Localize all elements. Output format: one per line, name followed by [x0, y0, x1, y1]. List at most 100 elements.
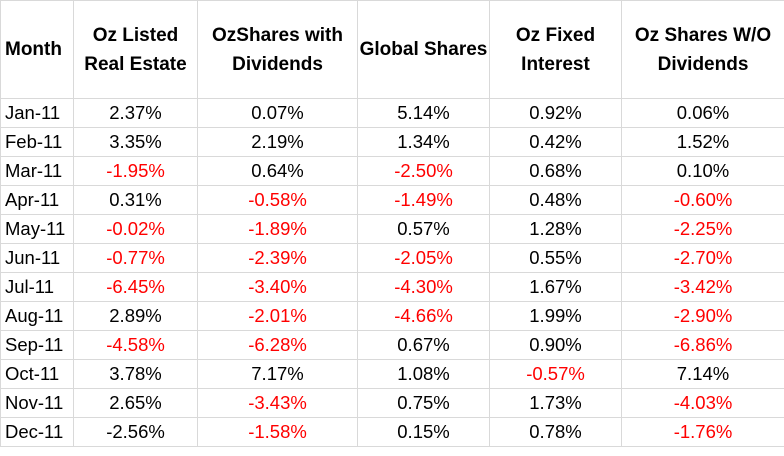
table-row: Sep-11 -4.58% -6.28% 0.67% 0.90% -6.86%	[0, 330, 784, 360]
value-cell[interactable]: 0.06%	[621, 98, 784, 128]
value-cell[interactable]: -6.28%	[197, 330, 358, 360]
table-row: Mar-11 -1.95% 0.64% -2.50% 0.68% 0.10%	[0, 156, 784, 186]
value-cell[interactable]: -3.43%	[197, 388, 358, 418]
table-row: Oct-11 3.78% 7.17% 1.08% -0.57% 7.14%	[0, 359, 784, 389]
header-text: Dividends	[657, 53, 749, 75]
value-cell[interactable]: 5.14%	[357, 98, 490, 128]
table-row: Nov-11 2.65% -3.43% 0.75% 1.73% -4.03%	[0, 388, 784, 418]
value-cell[interactable]: 3.35%	[73, 127, 198, 157]
value-cell[interactable]: -2.70%	[621, 243, 784, 273]
value-cell[interactable]: 2.37%	[73, 98, 198, 128]
value-cell[interactable]: -0.02%	[73, 214, 198, 244]
header-oz-listed-real-estate[interactable]: Oz Listed Real Estate	[73, 0, 198, 99]
value-cell[interactable]: 0.92%	[489, 98, 622, 128]
month-cell[interactable]: Dec-11	[0, 417, 74, 447]
value-cell[interactable]: -2.90%	[621, 301, 784, 331]
month-cell[interactable]: Apr-11	[0, 185, 74, 215]
value-cell[interactable]: -0.57%	[489, 359, 622, 389]
header-global-shares[interactable]: Global Shares	[357, 0, 490, 99]
header-ozshares-with-dividends[interactable]: OzShares with Dividends	[197, 0, 358, 99]
table-row: Aug-11 2.89% -2.01% -4.66% 1.99% -2.90%	[0, 301, 784, 331]
value-cell[interactable]: 1.08%	[357, 359, 490, 389]
header-row-group: Month Oz Listed Real Estate OzShares wit…	[0, 0, 784, 99]
value-cell[interactable]: 1.34%	[357, 127, 490, 157]
value-cell[interactable]: -1.89%	[197, 214, 358, 244]
value-cell[interactable]: -4.03%	[621, 388, 784, 418]
value-cell[interactable]: 0.10%	[621, 156, 784, 186]
value-cell[interactable]: 0.57%	[357, 214, 490, 244]
value-cell[interactable]: -2.01%	[197, 301, 358, 331]
header-row: Month Oz Listed Real Estate OzShares wit…	[0, 0, 784, 99]
value-cell[interactable]: -4.30%	[357, 272, 490, 302]
table-row: Feb-11 3.35% 2.19% 1.34% 0.42% 1.52%	[0, 127, 784, 157]
header-text: Oz Fixed	[515, 24, 596, 46]
month-cell[interactable]: Oct-11	[0, 359, 74, 389]
value-cell[interactable]: -0.58%	[197, 185, 358, 215]
table-row: Apr-11 0.31% -0.58% -1.49% 0.48% -0.60%	[0, 185, 784, 215]
value-cell[interactable]: -2.05%	[357, 243, 490, 273]
value-cell[interactable]: -1.58%	[197, 417, 358, 447]
month-cell[interactable]: May-11	[0, 214, 74, 244]
value-cell[interactable]: -3.42%	[621, 272, 784, 302]
value-cell[interactable]: -1.95%	[73, 156, 198, 186]
value-cell[interactable]: 3.78%	[73, 359, 198, 389]
month-cell[interactable]: Jul-11	[0, 272, 74, 302]
value-cell[interactable]: 0.78%	[489, 417, 622, 447]
header-month[interactable]: Month	[0, 0, 74, 99]
value-cell[interactable]: -3.40%	[197, 272, 358, 302]
month-cell[interactable]: Jan-11	[0, 98, 74, 128]
value-cell[interactable]: -0.77%	[73, 243, 198, 273]
header-text: Oz Shares W/O	[634, 24, 772, 46]
value-cell[interactable]: 0.07%	[197, 98, 358, 128]
header-text: Global Shares	[359, 39, 488, 60]
value-cell[interactable]: 0.90%	[489, 330, 622, 360]
value-cell[interactable]: 1.28%	[489, 214, 622, 244]
header-text: Interest	[521, 53, 590, 75]
value-cell[interactable]: 0.75%	[357, 388, 490, 418]
table-row: Jul-11 -6.45% -3.40% -4.30% 1.67% -3.42%	[0, 272, 784, 302]
header-text: Dividends	[232, 53, 323, 75]
value-cell[interactable]: -2.39%	[197, 243, 358, 273]
month-cell[interactable]: Nov-11	[0, 388, 74, 418]
value-cell[interactable]: -4.58%	[73, 330, 198, 360]
value-cell[interactable]: -1.76%	[621, 417, 784, 447]
value-cell[interactable]: 0.67%	[357, 330, 490, 360]
value-cell[interactable]: 0.48%	[489, 185, 622, 215]
value-cell[interactable]: 2.89%	[73, 301, 198, 331]
month-cell[interactable]: Mar-11	[0, 156, 74, 186]
value-cell[interactable]: 1.73%	[489, 388, 622, 418]
value-cell[interactable]: -6.86%	[621, 330, 784, 360]
header-text: Oz Listed	[92, 24, 179, 46]
value-cell[interactable]: 1.99%	[489, 301, 622, 331]
value-cell[interactable]: 1.67%	[489, 272, 622, 302]
header-text: Real Estate	[84, 53, 187, 75]
value-cell[interactable]: -2.50%	[357, 156, 490, 186]
value-cell[interactable]: 2.19%	[197, 127, 358, 157]
value-cell[interactable]: -1.49%	[357, 185, 490, 215]
value-cell[interactable]: -6.45%	[73, 272, 198, 302]
month-cell[interactable]: Feb-11	[0, 127, 74, 157]
value-cell[interactable]: 0.68%	[489, 156, 622, 186]
value-cell[interactable]: -0.60%	[621, 185, 784, 215]
value-cell[interactable]: 0.55%	[489, 243, 622, 273]
month-cell[interactable]: Jun-11	[0, 243, 74, 273]
month-cell[interactable]: Sep-11	[0, 330, 74, 360]
value-cell[interactable]: 7.17%	[197, 359, 358, 389]
value-cell[interactable]: 0.42%	[489, 127, 622, 157]
table-row: Dec-11 -2.56% -1.58% 0.15% 0.78% -1.76%	[0, 417, 784, 447]
value-cell[interactable]: 0.15%	[357, 417, 490, 447]
value-cell[interactable]: 2.65%	[73, 388, 198, 418]
table-row: May-11 -0.02% -1.89% 0.57% 1.28% -2.25%	[0, 214, 784, 244]
value-cell[interactable]: 1.52%	[621, 127, 784, 157]
month-cell[interactable]: Aug-11	[0, 301, 74, 331]
value-cell[interactable]: -2.25%	[621, 214, 784, 244]
value-cell[interactable]: -4.66%	[357, 301, 490, 331]
header-oz-fixed-interest[interactable]: Oz Fixed Interest	[489, 0, 622, 99]
header-oz-shares-wo-dividends[interactable]: Oz Shares W/O Dividends	[621, 0, 784, 99]
value-cell[interactable]: 7.14%	[621, 359, 784, 389]
value-cell[interactable]: -2.56%	[73, 417, 198, 447]
value-cell[interactable]: 0.31%	[73, 185, 198, 215]
table-body: Jan-11 2.37% 0.07% 5.14% 0.92% 0.06% Feb-11 3.3…	[0, 98, 784, 447]
value-cell[interactable]: 0.64%	[197, 156, 358, 186]
